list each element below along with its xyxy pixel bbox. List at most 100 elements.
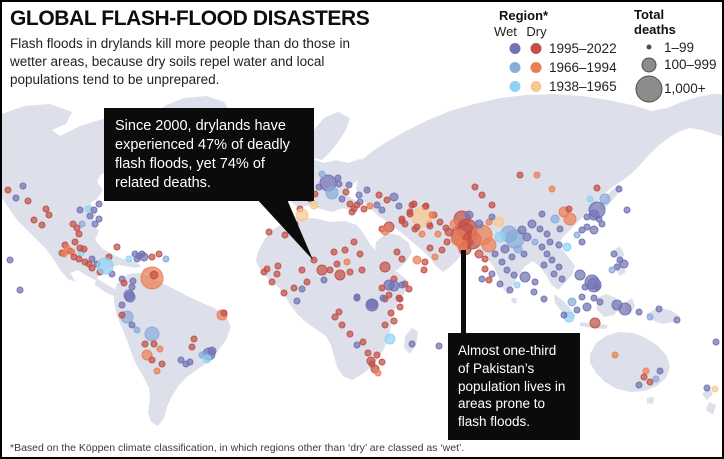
flash-flood-event-dot bbox=[335, 180, 343, 188]
flash-flood-event-dot bbox=[71, 238, 79, 246]
flash-flood-event-dot bbox=[353, 294, 361, 302]
flash-flood-event-dot bbox=[265, 228, 273, 236]
flash-flood-event-dot bbox=[149, 270, 159, 280]
landmass-cuba bbox=[120, 260, 142, 268]
flash-flood-event-dot bbox=[108, 270, 116, 278]
flash-flood-event-dot bbox=[353, 201, 361, 209]
flash-flood-event-dot bbox=[546, 238, 554, 246]
flash-flood-event-dot bbox=[342, 188, 350, 196]
flash-flood-event-dot bbox=[12, 194, 20, 202]
flash-flood-event-dot bbox=[95, 215, 103, 223]
flash-flood-event-dot bbox=[76, 206, 84, 214]
flash-flood-event-dot bbox=[611, 351, 619, 359]
flash-flood-event-dot bbox=[405, 285, 413, 293]
flash-flood-event-dot bbox=[615, 185, 623, 193]
flash-flood-event-dot bbox=[124, 291, 136, 303]
flash-flood-event-dot bbox=[513, 244, 523, 254]
flash-flood-event-dot bbox=[408, 340, 416, 348]
flash-flood-event-dot bbox=[478, 275, 486, 283]
flash-flood-event-dot bbox=[422, 202, 430, 210]
flash-flood-event-dot bbox=[506, 286, 514, 294]
legend-swatches-1966-1994 bbox=[509, 62, 542, 73]
landmass-tasmania bbox=[647, 397, 654, 404]
flash-flood-event-dot bbox=[162, 255, 170, 263]
flash-flood-event-dot bbox=[153, 367, 161, 375]
flash-flood-event-dot bbox=[343, 258, 351, 266]
flash-flood-event-dot bbox=[346, 330, 354, 338]
drylands-callout-tail bbox=[255, 197, 313, 260]
flash-flood-event-dot bbox=[95, 200, 103, 208]
flash-flood-event-dot bbox=[434, 230, 442, 238]
flash-flood-event-dot bbox=[19, 182, 27, 190]
subtitle: Flash floods in drylands kill more peopl… bbox=[10, 36, 350, 87]
flash-flood-event-dot bbox=[656, 367, 664, 375]
landmass-north-america bbox=[2, 104, 160, 282]
flash-flood-event-dot bbox=[310, 256, 318, 264]
flash-flood-event-dot bbox=[318, 170, 326, 178]
flash-flood-event-dot bbox=[202, 354, 212, 364]
flash-flood-event-dot bbox=[338, 321, 346, 329]
flash-flood-event-dot bbox=[4, 186, 12, 194]
flash-flood-event-dot bbox=[335, 308, 343, 316]
flash-flood-event-dot bbox=[589, 225, 599, 235]
flash-flood-event-dot bbox=[593, 184, 601, 192]
flash-flood-event-dot bbox=[565, 205, 573, 213]
flash-flood-event-dot bbox=[613, 263, 621, 271]
flash-flood-event-dot bbox=[144, 326, 160, 342]
flash-flood-event-dot bbox=[488, 213, 496, 221]
flash-flood-event-dot bbox=[84, 205, 92, 213]
flash-flood-event-dot bbox=[396, 303, 404, 311]
flash-flood-event-dot bbox=[398, 217, 406, 225]
flash-flood-event-dot bbox=[493, 216, 505, 228]
flash-flood-event-dot bbox=[24, 197, 32, 205]
flash-flood-event-dot bbox=[555, 241, 563, 249]
flash-flood-event-dot bbox=[360, 205, 368, 213]
deaths-medium-circle bbox=[641, 57, 657, 73]
flash-flood-event-dot bbox=[560, 311, 568, 319]
flash-flood-event-dot bbox=[485, 276, 493, 284]
flash-flood-event-dot bbox=[133, 326, 141, 334]
legend-region-columns: Wet Dry bbox=[488, 24, 628, 39]
dry-1995-swatch bbox=[530, 43, 542, 54]
flash-flood-event-dot bbox=[543, 250, 551, 258]
flash-flood-event-dot bbox=[548, 185, 556, 193]
flash-flood-event-dot bbox=[646, 313, 654, 321]
flash-flood-event-dot bbox=[88, 264, 96, 272]
flash-flood-event-dot bbox=[586, 277, 602, 293]
flash-flood-event-dot bbox=[619, 259, 629, 269]
flash-flood-event-dot bbox=[673, 316, 681, 324]
flash-flood-event-dot bbox=[618, 302, 632, 316]
landmass-scandinavia bbox=[310, 112, 350, 160]
flash-flood-event-dot bbox=[527, 219, 537, 229]
flash-flood-event-dot bbox=[449, 219, 459, 229]
flash-flood-event-dot bbox=[596, 298, 604, 306]
deaths-large-circle bbox=[635, 75, 663, 103]
legend-row-1995-2022: 1995–2022 bbox=[488, 39, 628, 58]
flash-flood-event-dot bbox=[373, 351, 381, 359]
legend-label-1966-1994: 1966–1994 bbox=[549, 60, 617, 75]
flash-flood-event-dot bbox=[309, 200, 319, 210]
flash-flood-event-dot bbox=[346, 200, 354, 208]
pakistan-callout-tail bbox=[461, 250, 466, 336]
legend-row-1938-1965: 1938–1965 bbox=[488, 77, 628, 96]
flash-flood-event-dot bbox=[348, 208, 356, 216]
flash-flood-event-dot bbox=[471, 183, 479, 191]
flash-flood-event-dot bbox=[88, 255, 96, 263]
flash-flood-event-dot bbox=[478, 191, 486, 199]
flash-flood-event-dot bbox=[346, 268, 354, 276]
flash-flood-event-dot bbox=[220, 309, 228, 317]
flash-flood-event-dot bbox=[652, 375, 660, 383]
wet-1995-swatch bbox=[509, 43, 521, 54]
flash-flood-event-dot bbox=[550, 214, 560, 224]
flash-flood-event-dot bbox=[373, 201, 381, 209]
flash-flood-event-dot bbox=[368, 360, 376, 368]
landmass-australia bbox=[590, 332, 670, 392]
flash-flood-event-dot bbox=[574, 269, 586, 281]
landmass-new-zealand-south bbox=[706, 402, 716, 415]
flash-flood-event-dot bbox=[141, 349, 153, 361]
flash-flood-event-dot bbox=[120, 279, 128, 287]
flash-flood-event-dot bbox=[555, 263, 563, 271]
flash-flood-event-dot bbox=[642, 367, 650, 375]
flash-flood-event-dot bbox=[81, 258, 89, 266]
